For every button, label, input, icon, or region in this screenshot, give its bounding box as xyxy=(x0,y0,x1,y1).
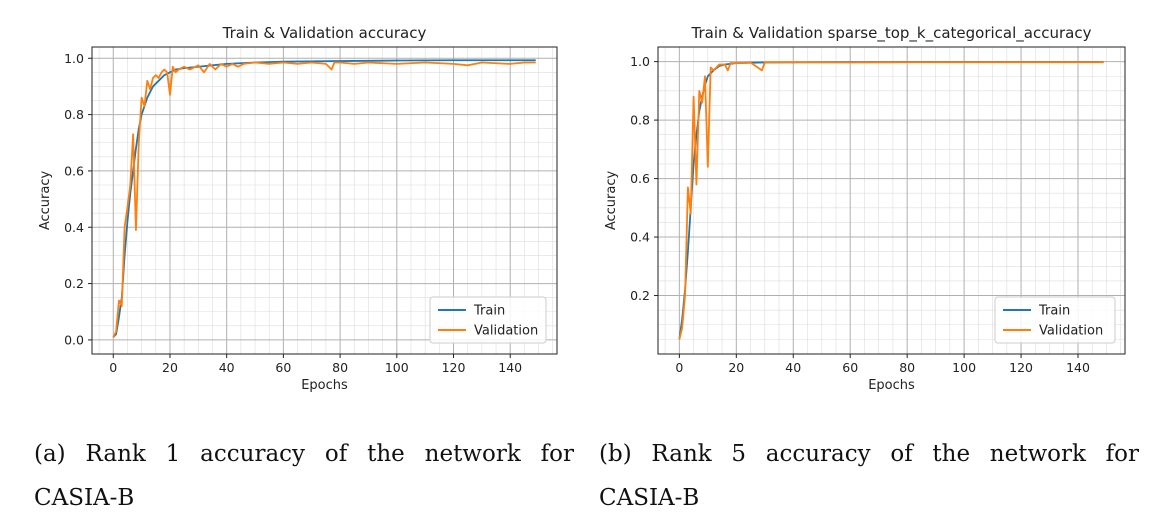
y-tick-label: 0.6 xyxy=(630,171,650,186)
caption-a: (a) Rank 1 accuracy of the network for C… xyxy=(34,441,574,511)
plot-frame xyxy=(91,46,558,355)
legend-label-train: Train xyxy=(473,304,505,319)
legend-box xyxy=(994,296,1116,344)
caption-b: (b) Rank 5 accuracy of the network for C… xyxy=(599,441,1139,511)
y-axis-label: Accuracy xyxy=(38,171,53,231)
y-tick-label: 1.0 xyxy=(630,54,650,69)
x-tick-label: 120 xyxy=(1009,360,1033,375)
x-tick-label: 60 xyxy=(275,360,291,375)
series-line-validation xyxy=(112,61,536,338)
y-tick-label: 0.8 xyxy=(64,107,84,122)
series-line-train xyxy=(112,59,536,338)
x-tick-label: 40 xyxy=(219,360,235,375)
x-tick-label: 40 xyxy=(785,360,801,375)
chart-title: Train & Validation accuracy xyxy=(222,24,427,42)
y-axis-label: Accuracy xyxy=(604,171,619,231)
x-tick-label: 100 xyxy=(952,360,976,375)
y-tick-label: 0.4 xyxy=(64,220,84,235)
x-tick-label: 140 xyxy=(498,360,522,375)
y-tick-label: 0.2 xyxy=(64,276,84,291)
y-tick-label: 0.2 xyxy=(630,288,650,303)
chart-rank1-accuracy: 0 20 40 60 80 100 120 140 0.0 0.2 0.4 0.6 0.8 1.0 Trai… xyxy=(38,24,558,393)
legend-label-validation: Validation xyxy=(1039,324,1103,339)
legend-label-validation: Validation xyxy=(474,324,538,339)
y-tick-label: 0.4 xyxy=(630,230,650,245)
x-tick-label: 20 xyxy=(162,360,178,375)
plot-frame xyxy=(657,46,1126,355)
series-line-validation xyxy=(678,61,1104,340)
legend: Train Validation xyxy=(994,296,1116,344)
x-tick-label: 0 xyxy=(675,360,683,375)
y-tick-label: 0.6 xyxy=(64,163,84,178)
x-tick-label: 120 xyxy=(442,360,466,375)
x-tick-label: 80 xyxy=(899,360,915,375)
chart-rank5-accuracy: 0 20 40 60 80 100 120 140 0.2 0.4 0.6 0.8 1.0 Train &… xyxy=(604,24,1126,393)
legend-box xyxy=(429,296,547,344)
x-tick-label: 20 xyxy=(728,360,744,375)
chart-title: Train & Validation sparse_top_k_categori… xyxy=(691,24,1092,43)
y-tick-label: 0.8 xyxy=(630,113,650,128)
x-tick-label: 140 xyxy=(1066,360,1090,375)
legend: Train Validation xyxy=(429,296,547,344)
x-axis-label: Epochs xyxy=(868,378,915,393)
x-tick-label: 0 xyxy=(109,360,117,375)
legend-label-train: Train xyxy=(1038,304,1070,319)
x-tick-label: 60 xyxy=(842,360,858,375)
y-tick-label: 0.0 xyxy=(64,332,84,347)
x-tick-label: 100 xyxy=(385,360,409,375)
x-axis-label: Epochs xyxy=(301,378,348,393)
x-tick-label: 80 xyxy=(332,360,348,375)
y-tick-label: 1.0 xyxy=(64,51,84,66)
